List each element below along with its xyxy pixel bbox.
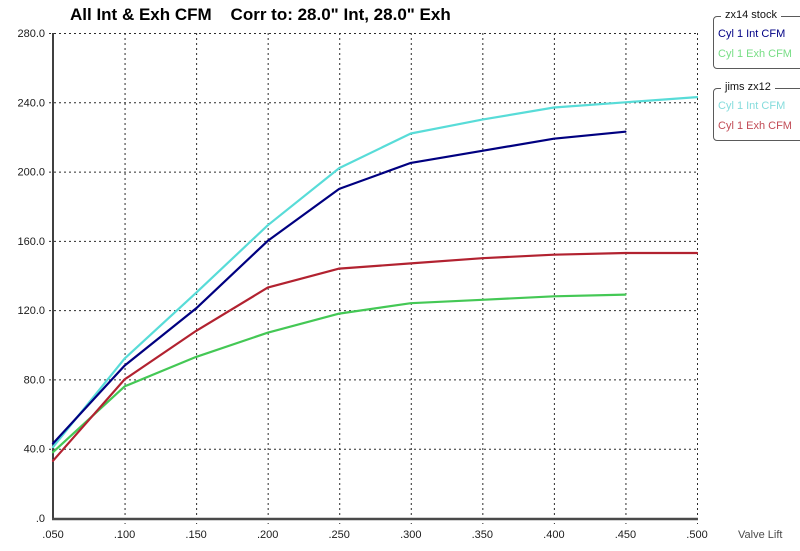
series-line-zx14-stock-int (51, 130, 627, 445)
legend-group-zx14-stock: zx14 stock Cyl 1 Int CFM Cyl 1 Exh CFM (713, 9, 800, 69)
x-axis-tick-label: .200 (257, 529, 278, 541)
y-axis-tick-label: 280.0 (17, 28, 45, 40)
series-line-zx14-stock-exh (51, 293, 627, 454)
x-axis-tick-label: .450 (615, 529, 636, 541)
x-axis-tick-label: .100 (114, 529, 135, 541)
legend-item-jims-int: Cyl 1 Int CFM (718, 100, 786, 112)
x-axis-title: Valve Lift (738, 529, 782, 541)
x-axis-tick-label: .400 (543, 529, 564, 541)
x-axis-tick-label: .500 (686, 529, 707, 541)
series-line-jims-zx12-int (51, 95, 699, 449)
legend-group-jims-zx12: jims zx12 Cyl 1 Int CFM Cyl 1 Exh CFM (713, 81, 800, 141)
legend-item-zx14-int: Cyl 1 Int CFM (718, 28, 786, 40)
y-axis-tick-label: 120.0 (17, 305, 45, 317)
x-axis-tick-label: .150 (185, 529, 206, 541)
legend-group-title: zx14 stock (721, 9, 781, 21)
y-axis-tick-label: 80.0 (24, 374, 45, 386)
chart-title: All Int & Exh CFM Corr to: 28.0" Int, 28… (70, 5, 451, 24)
y-axis-tick-label: 40.0 (24, 444, 45, 456)
x-axis-tick-label: .250 (329, 529, 350, 541)
x-axis-tick-label: .300 (400, 529, 421, 541)
legend-item-zx14-exh: Cyl 1 Exh CFM (718, 48, 792, 60)
y-axis-tick-label: 160.0 (17, 236, 45, 248)
y-axis-tick-label: 200.0 (17, 167, 45, 179)
series-line-jims-zx12-exh (51, 251, 699, 462)
y-axis-tick-label: .0 (36, 513, 45, 525)
legend-item-jims-exh: Cyl 1 Exh CFM (718, 120, 792, 132)
x-axis-tick-label: .050 (42, 529, 63, 541)
legend-group-title: jims zx12 (721, 81, 775, 93)
x-axis-tick-label: .350 (472, 529, 493, 541)
y-axis-tick-label: 240.0 (17, 97, 45, 109)
